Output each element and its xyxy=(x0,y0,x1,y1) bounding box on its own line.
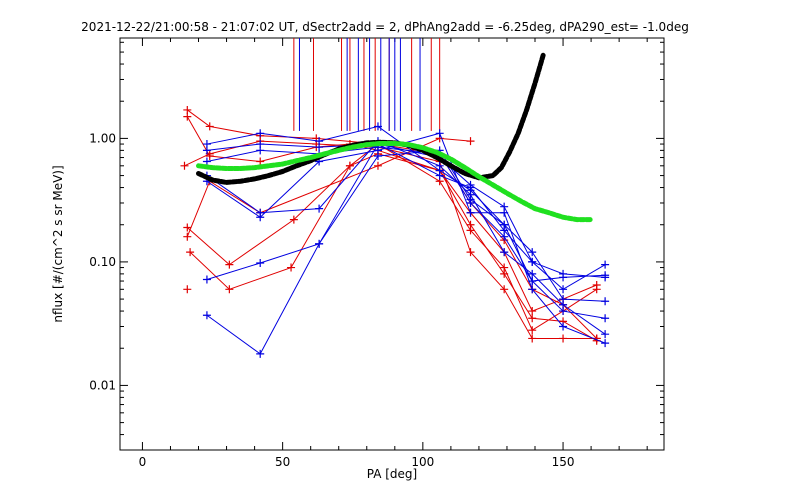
data-point xyxy=(315,143,324,152)
series-line xyxy=(206,140,606,335)
data-point xyxy=(183,105,192,114)
data-point xyxy=(466,248,475,257)
series-line xyxy=(206,149,606,355)
data-point xyxy=(559,334,568,343)
axes: 0 50 100 150 0.01 0.10 1.00 xyxy=(89,38,664,469)
data-point xyxy=(528,307,537,316)
series-line xyxy=(186,116,597,342)
x-tick-label: 150 xyxy=(552,455,575,469)
data-point xyxy=(225,260,234,269)
data-point xyxy=(373,152,382,161)
data-point xyxy=(559,273,568,282)
x-tick-label: 50 xyxy=(275,455,290,469)
data-point xyxy=(466,208,475,217)
data-point xyxy=(256,146,265,155)
data-point xyxy=(183,285,192,294)
data-point xyxy=(435,171,444,180)
x-tick-label: 100 xyxy=(411,455,434,469)
data-point xyxy=(225,285,234,294)
data-point xyxy=(202,275,211,284)
data-point xyxy=(466,226,475,235)
data-point xyxy=(528,257,537,266)
data-point xyxy=(289,215,298,224)
data-point xyxy=(528,326,537,335)
x-tick-label: 0 xyxy=(139,455,147,469)
series-line xyxy=(184,140,597,339)
data-point xyxy=(500,285,509,294)
data-point xyxy=(466,195,475,204)
data-point xyxy=(601,314,610,323)
data-point xyxy=(559,300,568,309)
data-point xyxy=(183,112,192,121)
y-tick-label: 0.10 xyxy=(89,255,116,269)
data-point xyxy=(500,208,509,217)
data-point xyxy=(559,285,568,294)
data-point xyxy=(466,183,475,192)
data-point xyxy=(601,271,610,280)
y-tick-label: 0.01 xyxy=(89,378,116,392)
data-point xyxy=(315,239,324,248)
data-point xyxy=(559,322,568,331)
series-line xyxy=(206,132,606,344)
y-tick-label: 1.00 xyxy=(89,131,116,145)
series-line xyxy=(206,143,606,278)
data-point xyxy=(601,339,610,348)
data-point xyxy=(373,122,382,131)
data-point xyxy=(256,129,265,138)
data-point xyxy=(315,204,324,213)
data-point xyxy=(435,129,444,138)
data-point xyxy=(601,330,610,339)
data-point xyxy=(256,157,265,166)
data-point xyxy=(601,297,610,306)
series-line xyxy=(186,137,471,237)
data-point xyxy=(256,208,265,217)
chart-title: 2021-12-22/21:00:58 - 21:07:02 UT, dSect… xyxy=(81,20,689,34)
x-axis-label: PA [deg] xyxy=(367,467,417,481)
series-line xyxy=(206,146,606,319)
vertical-bars xyxy=(293,38,441,131)
data-point xyxy=(287,263,296,272)
data-point xyxy=(202,311,211,320)
data-point xyxy=(435,161,444,170)
data-point xyxy=(183,232,192,241)
data-point xyxy=(180,161,189,170)
data-point xyxy=(528,314,537,323)
plot-frame xyxy=(119,37,665,451)
data-point xyxy=(601,260,610,269)
data-point xyxy=(183,223,192,232)
data-point xyxy=(205,122,214,131)
data-point xyxy=(256,258,265,267)
data-point xyxy=(202,157,211,166)
data-point xyxy=(500,220,509,229)
data-point xyxy=(256,349,265,358)
data-point xyxy=(528,334,537,343)
data-point xyxy=(528,248,537,257)
series-line xyxy=(206,143,606,290)
data-point xyxy=(186,248,195,257)
data-point xyxy=(528,285,537,294)
fit-curve-green xyxy=(196,140,594,223)
data-point xyxy=(528,277,537,286)
data-point xyxy=(528,269,537,278)
y-axis-label: nflux [#/(cm^2 s sr MeV)] xyxy=(51,165,65,322)
fit-curves xyxy=(196,51,594,223)
data-point xyxy=(202,146,211,155)
data-point xyxy=(500,263,509,272)
data-point xyxy=(466,137,475,146)
data-point xyxy=(345,161,354,170)
data-point xyxy=(592,285,601,294)
data-point xyxy=(373,161,382,170)
series-line xyxy=(189,143,597,331)
data-point xyxy=(500,248,509,257)
fit-curve-black xyxy=(196,51,546,185)
